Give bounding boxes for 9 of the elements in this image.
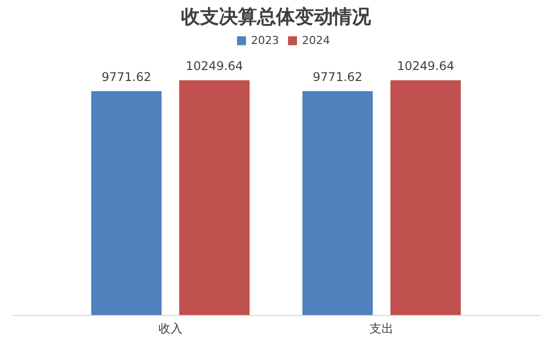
data-label: 10249.64 [396,59,454,74]
data-label: 9771.62 [102,70,152,84]
data-label: 9771.62 [312,70,362,84]
data-label: 10249.64 [186,59,244,74]
chart-title: 收支决算总体变动情况 [181,6,372,28]
legend-label: 2023 [251,34,279,47]
x-tick-label: 支出 [370,322,394,336]
x-tick-label: 收入 [158,322,182,336]
legend-label: 2024 [302,34,330,47]
